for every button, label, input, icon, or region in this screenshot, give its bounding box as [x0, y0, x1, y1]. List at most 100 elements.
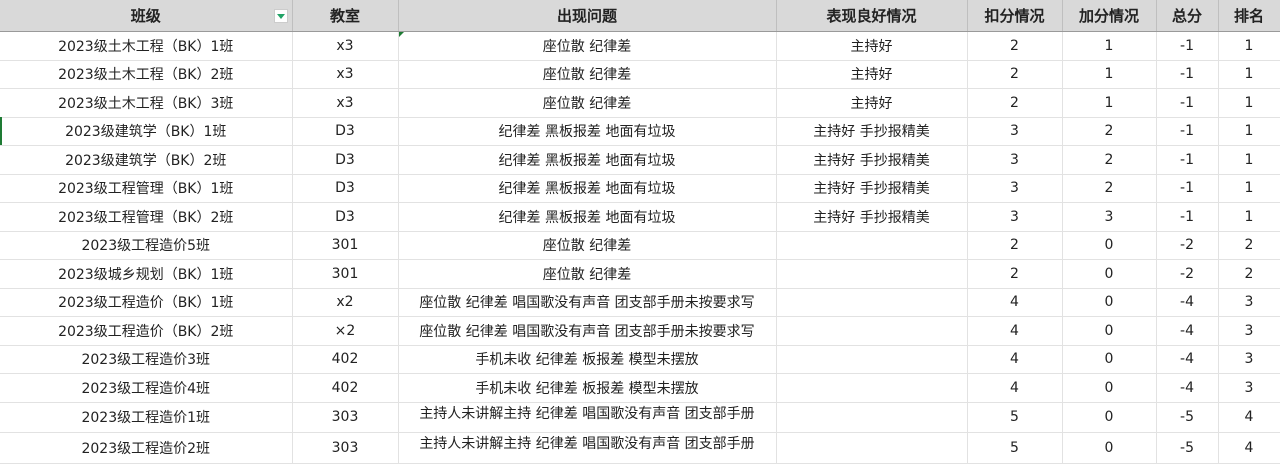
cell-rank[interactable]: 2	[1218, 259, 1280, 289]
cell-problems[interactable]: 手机未收 纪律差 板报差 模型未摆放	[398, 345, 777, 374]
cell-rank[interactable]: 1	[1218, 145, 1280, 175]
cell-rank[interactable]: 2	[1218, 231, 1280, 260]
cell-good-performance[interactable]: 主持好 手抄报精美	[776, 202, 968, 232]
cell-classroom[interactable]: 301	[292, 259, 399, 289]
cell-deduction[interactable]: 2	[967, 231, 1063, 260]
cell-rank[interactable]: 4	[1218, 432, 1280, 464]
cell-total[interactable]: -2	[1156, 231, 1219, 260]
cell-deduction[interactable]: 2	[967, 88, 1063, 118]
cell-problems[interactable]: 座位散 纪律差	[398, 231, 777, 260]
cell-rank[interactable]: 1	[1218, 88, 1280, 118]
cell-good-performance[interactable]: 主持好 手抄报精美	[776, 174, 968, 203]
cell-class[interactable]: 2023级工程造价3班	[0, 345, 293, 374]
cell-problems[interactable]: 座位散 纪律差	[398, 60, 777, 89]
cell-deduction[interactable]: 3	[967, 174, 1063, 203]
cell-total[interactable]: -4	[1156, 288, 1219, 317]
cell-total[interactable]: -1	[1156, 60, 1219, 89]
cell-classroom[interactable]: 402	[292, 345, 399, 374]
header-good-performance[interactable]: 表现良好情况	[776, 0, 968, 32]
cell-deduction[interactable]: 3	[967, 202, 1063, 232]
cell-class[interactable]: 2023级工程造价4班	[0, 373, 293, 403]
cell-total[interactable]: -1	[1156, 31, 1219, 61]
cell-deduction[interactable]: 5	[967, 402, 1063, 433]
cell-good-performance[interactable]	[776, 345, 968, 374]
cell-classroom[interactable]: 303	[292, 432, 399, 464]
cell-classroom[interactable]: x3	[292, 88, 399, 118]
cell-good-performance[interactable]	[776, 259, 968, 289]
cell-problems[interactable]: 座位散 纪律差 唱国歌没有声音 团支部手册未按要求写	[398, 316, 777, 346]
cell-good-performance[interactable]	[776, 231, 968, 260]
cell-total[interactable]: -1	[1156, 202, 1219, 232]
cell-total[interactable]: -1	[1156, 145, 1219, 175]
cell-total[interactable]: -4	[1156, 316, 1219, 346]
cell-bonus[interactable]: 1	[1062, 31, 1157, 61]
cell-problems[interactable]: 手机未收 纪律差 板报差 模型未摆放	[398, 373, 777, 403]
header-classroom[interactable]: 教室	[292, 0, 399, 32]
cell-bonus[interactable]: 0	[1062, 402, 1157, 433]
cell-rank[interactable]: 1	[1218, 174, 1280, 203]
header-class[interactable]: 班级	[0, 0, 293, 32]
cell-problems[interactable]: 座位散 纪律差	[398, 88, 777, 118]
cell-total[interactable]: -1	[1156, 88, 1219, 118]
cell-problems[interactable]: 座位散 纪律差	[398, 31, 777, 61]
cell-class[interactable]: 2023级工程造价5班	[0, 231, 293, 260]
header-deduction[interactable]: 扣分情况	[967, 0, 1063, 32]
header-problems[interactable]: 出现问题	[398, 0, 777, 32]
cell-deduction[interactable]: 4	[967, 316, 1063, 346]
cell-rank[interactable]: 3	[1218, 288, 1280, 317]
cell-good-performance[interactable]: 主持好	[776, 88, 968, 118]
cell-rank[interactable]: 3	[1218, 316, 1280, 346]
cell-class[interactable]: 2023级工程造价2班	[0, 432, 293, 464]
cell-class[interactable]: 2023级土木工程（BK）3班	[0, 88, 293, 118]
cell-rank[interactable]: 1	[1218, 60, 1280, 89]
cell-classroom[interactable]: x3	[292, 31, 399, 61]
cell-total[interactable]: -4	[1156, 345, 1219, 374]
cell-problems[interactable]: 主持人未讲解主持 纪律差 唱国歌没有声音 团支部手册	[398, 402, 777, 433]
cell-bonus[interactable]: 0	[1062, 432, 1157, 464]
cell-deduction[interactable]: 5	[967, 432, 1063, 464]
cell-deduction[interactable]: 4	[967, 373, 1063, 403]
cell-classroom[interactable]: D3	[292, 174, 399, 203]
cell-good-performance[interactable]: 主持好 手抄报精美	[776, 117, 968, 146]
cell-bonus[interactable]: 2	[1062, 174, 1157, 203]
cell-bonus[interactable]: 0	[1062, 316, 1157, 346]
cell-classroom[interactable]: D3	[292, 145, 399, 175]
cell-class[interactable]: 2023级工程管理（BK）1班	[0, 174, 293, 203]
cell-class[interactable]: 2023级土木工程（BK）2班	[0, 60, 293, 89]
cell-classroom[interactable]: x2	[292, 288, 399, 317]
cell-bonus[interactable]: 0	[1062, 259, 1157, 289]
cell-good-performance[interactable]	[776, 288, 968, 317]
cell-classroom[interactable]: 301	[292, 231, 399, 260]
cell-problems[interactable]: 座位散 纪律差 唱国歌没有声音 团支部手册未按要求写	[398, 288, 777, 317]
cell-deduction[interactable]: 3	[967, 145, 1063, 175]
cell-problems[interactable]: 纪律差 黑板报差 地面有垃圾	[398, 174, 777, 203]
cell-bonus[interactable]: 0	[1062, 231, 1157, 260]
cell-deduction[interactable]: 4	[967, 345, 1063, 374]
cell-total[interactable]: -5	[1156, 402, 1219, 433]
cell-class[interactable]: 2023级工程管理（BK）2班	[0, 202, 293, 232]
cell-rank[interactable]: 3	[1218, 345, 1280, 374]
cell-problems[interactable]: 座位散 纪律差	[398, 259, 777, 289]
cell-deduction[interactable]: 3	[967, 117, 1063, 146]
cell-total[interactable]: -1	[1156, 117, 1219, 146]
cell-bonus[interactable]: 0	[1062, 288, 1157, 317]
cell-good-performance[interactable]: 主持好	[776, 60, 968, 89]
cell-total[interactable]: -1	[1156, 174, 1219, 203]
cell-classroom[interactable]: D3	[292, 202, 399, 232]
cell-rank[interactable]: 4	[1218, 402, 1280, 433]
cell-class[interactable]: 2023级工程造价（BK）2班	[0, 316, 293, 346]
cell-total[interactable]: -4	[1156, 373, 1219, 403]
cell-problems[interactable]: 纪律差 黑板报差 地面有垃圾	[398, 117, 777, 146]
cell-bonus[interactable]: 3	[1062, 202, 1157, 232]
cell-class[interactable]: 2023级工程造价（BK）1班	[0, 288, 293, 317]
cell-problems[interactable]: 纪律差 黑板报差 地面有垃圾	[398, 145, 777, 175]
cell-bonus[interactable]: 2	[1062, 117, 1157, 146]
cell-good-performance[interactable]: 主持好	[776, 31, 968, 61]
cell-classroom[interactable]: x3	[292, 60, 399, 89]
cell-bonus[interactable]: 0	[1062, 345, 1157, 374]
cell-bonus[interactable]: 1	[1062, 60, 1157, 89]
cell-bonus[interactable]: 0	[1062, 373, 1157, 403]
filter-dropdown-icon[interactable]	[273, 9, 288, 23]
cell-rank[interactable]: 3	[1218, 373, 1280, 403]
cell-classroom[interactable]: 303	[292, 402, 399, 433]
